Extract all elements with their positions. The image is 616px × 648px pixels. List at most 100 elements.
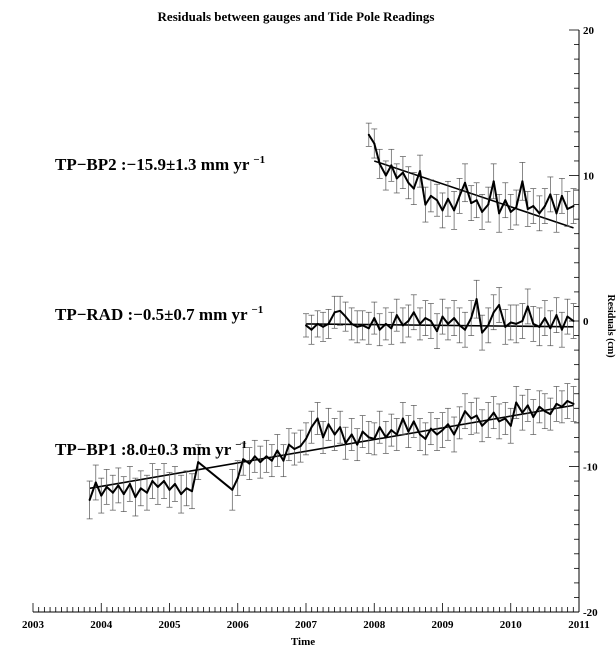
tp-bp2-point — [492, 180, 495, 183]
tp-bp2-point — [572, 205, 575, 208]
tp-rad-point — [560, 328, 563, 331]
tp-bp2-point — [549, 193, 552, 196]
tp-bp2-point — [543, 205, 546, 208]
x-tick-label: 2004 — [90, 619, 113, 631]
tp-rad-point — [407, 320, 410, 322]
tp-rad-point — [521, 320, 524, 322]
tp-rad-point — [316, 322, 319, 325]
x-tick-label: 2009 — [432, 619, 455, 631]
tp-bp2-point — [412, 187, 415, 190]
series-lines — [88, 133, 575, 501]
tp-bp2-point — [487, 203, 490, 206]
tp-bp1-point — [436, 433, 439, 436]
tp-bp1-point — [248, 462, 251, 465]
tp-bp1-point — [412, 420, 415, 423]
tp-bp2-point — [384, 174, 387, 177]
tp-bp1-point — [151, 480, 154, 483]
tp-bp1-point — [532, 416, 535, 419]
tp-bp2-point — [481, 210, 484, 213]
tp-bp1-point — [156, 485, 159, 488]
tp-bp1-point — [361, 430, 364, 433]
tp-bp1-point — [163, 480, 166, 483]
tp-rad-point — [453, 317, 456, 320]
tp-bp1-point — [464, 410, 467, 413]
tp-bp1-point — [253, 455, 256, 458]
tp-bp1-point — [316, 417, 319, 420]
tp-bp1-point — [242, 458, 245, 461]
tp-rad-point — [361, 324, 364, 327]
x-tick-label: 2010 — [500, 619, 523, 631]
tp-bp1-point — [475, 414, 478, 417]
tp-rad-point — [441, 315, 444, 318]
tp-bp1-point — [305, 437, 307, 440]
tp-rad-point — [458, 324, 461, 327]
tp-rad-point — [498, 303, 501, 306]
tp-bp1-point — [134, 496, 137, 499]
tp-rad-point — [492, 311, 495, 314]
x-axis-label: Time — [291, 636, 315, 648]
tp-bp1-point — [492, 411, 495, 414]
tp-bp1-point — [299, 445, 302, 448]
tp-rad-point — [470, 317, 473, 320]
tp-bp1-point — [231, 488, 234, 491]
tp-bp1-point — [293, 448, 296, 451]
tp-bp1-point — [168, 488, 171, 491]
tp-bp1-point — [441, 429, 444, 432]
tp-bp2-point — [498, 212, 501, 215]
tp-bp1-point — [555, 402, 558, 405]
tp-rad-point — [436, 330, 439, 333]
tp-bp1-point — [327, 423, 330, 426]
tp-rad-series-line — [305, 298, 575, 334]
tp-bp1-point — [549, 413, 552, 416]
tp-bp2-point — [401, 171, 404, 174]
tp-bp1-point — [173, 482, 176, 485]
x-tick-label: 2005 — [159, 619, 182, 631]
tp-bp1-point — [526, 404, 529, 407]
tp-bp1-point — [481, 424, 484, 427]
tp-bp2-point — [407, 181, 410, 184]
tp-rad-point — [543, 317, 546, 320]
tp-bp2-trend-line — [373, 160, 574, 229]
tp-bp1-point — [429, 427, 432, 430]
tp-rad-point — [475, 298, 478, 301]
tp-bp2-point — [532, 205, 535, 208]
tp-bp1-point — [191, 490, 194, 493]
tp-bp1-point — [407, 430, 410, 433]
tp-bp1-point — [453, 433, 456, 436]
tp-rad-point — [464, 328, 467, 331]
tp-rad-point — [504, 325, 507, 328]
tp-rad-point — [350, 322, 353, 325]
tp-rad-point — [429, 320, 432, 322]
tp-bp1-point — [139, 487, 142, 490]
tp-bp1-point — [487, 418, 490, 421]
tp-bp2-point — [538, 212, 541, 215]
tp-bp1-point — [197, 461, 200, 464]
tp-rad-point — [401, 324, 404, 327]
tp-rad-point — [481, 331, 484, 334]
tp-bp1-point — [94, 481, 97, 484]
series-annotations: TP−BP2 :−15.9±1.3 mm yr −1 TP−RAD :−0.5±0… — [55, 154, 265, 459]
tp-bp1-point — [344, 442, 347, 445]
tp-bp2-point — [373, 142, 376, 145]
tp-bp1-point — [282, 459, 285, 462]
x-tick-label: 2003 — [22, 619, 45, 631]
tp-bp2-point — [367, 133, 370, 136]
tp-bp2-point — [515, 206, 518, 209]
y-tick-label: -20 — [583, 607, 598, 619]
tp-rad-point — [344, 315, 347, 318]
tp-bp2-point — [509, 210, 512, 213]
tp-bp1-point — [287, 443, 290, 446]
tp-rad-point — [509, 321, 512, 324]
tp-bp2-point — [475, 199, 478, 202]
tp-bp1-point — [310, 426, 313, 429]
tp-bp1-point — [498, 420, 501, 423]
tp-bp1-point — [259, 461, 262, 464]
tp-bp1-point — [117, 484, 120, 487]
tp-bp1-point — [504, 417, 507, 420]
tp-bp1-point — [350, 433, 353, 436]
tp-bp2-point — [390, 164, 393, 167]
tp-bp1-point — [356, 443, 359, 446]
tp-bp2-point — [446, 197, 449, 200]
tp-bp1-point — [424, 437, 427, 440]
